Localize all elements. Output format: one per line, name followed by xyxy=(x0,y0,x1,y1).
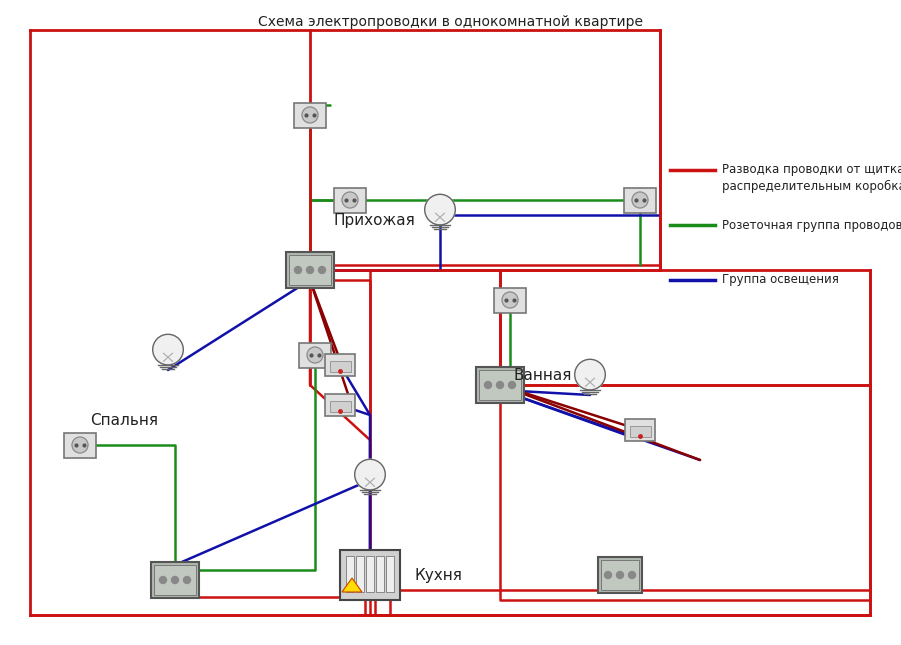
Bar xyxy=(64,433,96,457)
Circle shape xyxy=(605,571,612,579)
Circle shape xyxy=(629,571,635,579)
Bar xyxy=(286,252,334,288)
Circle shape xyxy=(508,381,515,388)
Circle shape xyxy=(485,381,492,388)
Bar xyxy=(386,556,394,592)
Bar xyxy=(366,556,374,592)
Text: Группа освещения: Группа освещения xyxy=(722,273,839,286)
Circle shape xyxy=(306,266,314,273)
Bar xyxy=(154,565,196,595)
Bar xyxy=(330,401,350,412)
Circle shape xyxy=(184,577,190,584)
Bar xyxy=(479,370,521,400)
Polygon shape xyxy=(342,578,362,592)
Circle shape xyxy=(152,334,183,365)
Circle shape xyxy=(72,437,88,453)
Text: Схема электропроводки в однокомнатной квартире: Схема электропроводки в однокомнатной кв… xyxy=(258,15,642,29)
Bar xyxy=(356,556,364,592)
Circle shape xyxy=(342,192,358,208)
Bar xyxy=(376,556,384,592)
Bar xyxy=(624,188,656,212)
Bar xyxy=(630,426,651,437)
Circle shape xyxy=(355,459,386,490)
Bar xyxy=(330,361,350,372)
Text: Розеточная группа проводов: Розеточная группа проводов xyxy=(722,219,901,232)
Circle shape xyxy=(307,347,323,363)
Text: Спальня: Спальня xyxy=(90,413,158,428)
Text: Разводка проводки от щитка к: Разводка проводки от щитка к xyxy=(722,163,901,177)
Bar xyxy=(289,255,331,285)
Bar xyxy=(476,367,524,403)
Bar xyxy=(598,557,642,593)
Text: распределительным коробкам: распределительным коробкам xyxy=(722,179,901,193)
Circle shape xyxy=(302,107,318,123)
Text: Ванная: Ванная xyxy=(514,368,572,382)
Bar xyxy=(294,103,326,128)
Bar xyxy=(601,560,639,590)
Circle shape xyxy=(318,266,325,273)
Circle shape xyxy=(159,577,167,584)
Bar xyxy=(325,394,355,416)
Circle shape xyxy=(575,359,605,390)
Text: Кухня: Кухня xyxy=(414,568,462,582)
Bar xyxy=(625,419,655,441)
Circle shape xyxy=(632,192,648,208)
Bar xyxy=(299,342,331,368)
Circle shape xyxy=(424,194,455,225)
Bar xyxy=(346,556,354,592)
Bar xyxy=(325,354,355,376)
Bar xyxy=(151,562,199,598)
Circle shape xyxy=(502,292,518,308)
Bar xyxy=(494,288,526,312)
Circle shape xyxy=(295,266,302,273)
Circle shape xyxy=(616,571,623,579)
Circle shape xyxy=(171,577,178,584)
Bar xyxy=(334,188,366,212)
Bar xyxy=(340,550,400,600)
Circle shape xyxy=(496,381,504,388)
Text: Прихожая: Прихожая xyxy=(333,213,415,228)
